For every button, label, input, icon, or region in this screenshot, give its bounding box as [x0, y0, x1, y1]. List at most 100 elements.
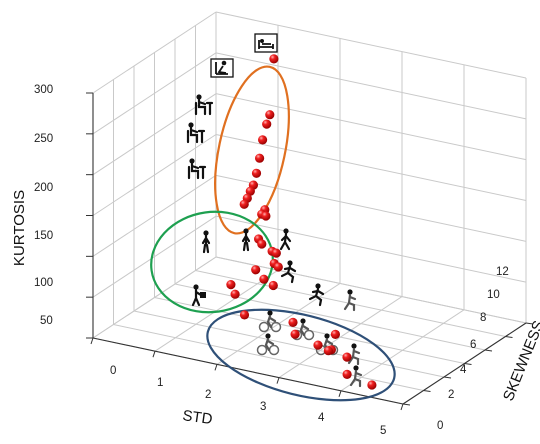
- running-icon: [280, 260, 297, 284]
- x-tick-mark: [400, 403, 404, 411]
- stepping-icon-figure: [347, 347, 361, 366]
- walking-icon-figure: [279, 232, 292, 251]
- data-point: [259, 274, 269, 284]
- y-tick-mark: [505, 336, 513, 338]
- data-point: [268, 280, 278, 291]
- data-point: [313, 340, 323, 350]
- data-point: [342, 369, 352, 379]
- desk-sitting-icon-head: [188, 122, 194, 128]
- data-point: [239, 199, 249, 209]
- stepping-icon-figure: [349, 369, 363, 388]
- z-axis-title: KURTOSIS: [11, 190, 28, 266]
- data-point: [226, 280, 236, 290]
- bed-icon: [254, 33, 278, 53]
- y-tick-mark: [443, 376, 452, 379]
- bed-icon-head: [260, 39, 264, 43]
- y-tick-mark: [525, 322, 534, 325]
- x-tick-mark: [90, 337, 94, 345]
- cycling-icon-wheel: [256, 344, 268, 356]
- running-icon-figure: [308, 287, 325, 307]
- axis-tick-labels: 0 1 2 3 4 5 0 2 4 6 8 10 12 50 100 150 2…: [34, 84, 509, 437]
- cycling-icon-head: [300, 318, 306, 324]
- x-tick-mark: [276, 377, 280, 384]
- data-point: [330, 329, 340, 339]
- cycling-icon: [258, 310, 282, 333]
- data-points: [226, 54, 377, 390]
- axes: [86, 92, 534, 411]
- bed-icon-glyph: [258, 40, 274, 49]
- grid-line: [92, 134, 217, 216]
- standing-icon-head: [243, 228, 249, 234]
- y-tick-label: 4: [460, 364, 467, 376]
- x-tick-label: 3: [260, 401, 266, 413]
- x-tick-label: 1: [157, 377, 163, 389]
- z-tick-label: 250: [34, 133, 53, 145]
- carrying-icon-figure: [191, 288, 203, 307]
- cycling-icon-figure: [266, 314, 277, 329]
- y-tick-labels: 0 2 4 6 8 10 12: [437, 266, 509, 432]
- z-tick-label: 50: [40, 315, 53, 327]
- data-point: [251, 265, 261, 275]
- walking-icon-head: [283, 228, 289, 234]
- reclining-icon-head: [221, 60, 227, 66]
- desk-sitting-icon-figure: [194, 98, 214, 116]
- data-point: [257, 239, 267, 249]
- data-point: [245, 186, 255, 196]
- desk-sitting-icon: [187, 158, 207, 180]
- x-tick-mark: [152, 351, 156, 358]
- x-tick-labels: 0 1 2 3 4 5: [110, 365, 386, 437]
- desk-sitting-icon-figure: [187, 162, 207, 180]
- reclining-icon: [210, 58, 234, 78]
- cycling-icon-head: [267, 310, 273, 316]
- grid-line: [215, 11, 527, 79]
- desk-sitting-icon-head: [196, 94, 202, 100]
- desk-sitting-icon-head: [189, 158, 195, 164]
- x-tick-label: 2: [205, 389, 211, 401]
- desk-sitting-icon: [194, 94, 214, 116]
- desk-sitting-icon: [186, 122, 206, 144]
- x-tick-label: 4: [318, 412, 325, 424]
- grid-line: [113, 324, 424, 391]
- z-tick-label: 200: [34, 182, 53, 194]
- stepping-icon: [347, 343, 361, 366]
- reclining-icon-glyph: [215, 62, 228, 75]
- z-tick-label: 100: [34, 277, 53, 289]
- y-tick-label: 2: [448, 389, 454, 401]
- walking-icon: [279, 228, 292, 251]
- data-point: [367, 380, 377, 390]
- cycling-icon-wheel: [268, 344, 280, 356]
- data-point: [273, 262, 283, 272]
- data-point: [323, 346, 333, 356]
- cycling-icon: [256, 333, 280, 356]
- carrying-icon: [191, 284, 206, 307]
- z-tick-label: 150: [34, 230, 53, 242]
- grid-panes: [92, 11, 527, 405]
- grid-line: [92, 174, 217, 257]
- stepping-icon: [343, 289, 357, 312]
- x-tick-label: 5: [380, 425, 386, 437]
- y-tick-label: 8: [480, 312, 486, 324]
- stepping-icon-head: [353, 365, 359, 371]
- data-point: [288, 317, 298, 327]
- z-tick-label: 300: [34, 84, 53, 96]
- activity-icons: [186, 33, 363, 388]
- cluster-ellipse: [214, 65, 290, 235]
- data-point: [290, 329, 300, 339]
- stepping-icon-figure: [343, 293, 357, 312]
- running-icon-head: [315, 283, 321, 289]
- data-point: [230, 289, 240, 299]
- desk-sitting-icon-figure: [186, 126, 206, 144]
- x-tick-mark: [214, 364, 218, 371]
- grid-line: [215, 256, 527, 324]
- grid-line: [92, 11, 217, 94]
- z-tick-labels: 50 100 150 200 250 300: [34, 84, 53, 327]
- running-icon: [308, 283, 325, 307]
- x-axis-line: [92, 337, 404, 405]
- grid-line: [215, 93, 527, 161]
- data-point: [342, 352, 352, 362]
- cycling-icon-wheel: [303, 329, 315, 341]
- stepping-icon: [349, 365, 363, 388]
- x-tick-label: 0: [110, 365, 116, 377]
- standing-icon: [241, 228, 251, 252]
